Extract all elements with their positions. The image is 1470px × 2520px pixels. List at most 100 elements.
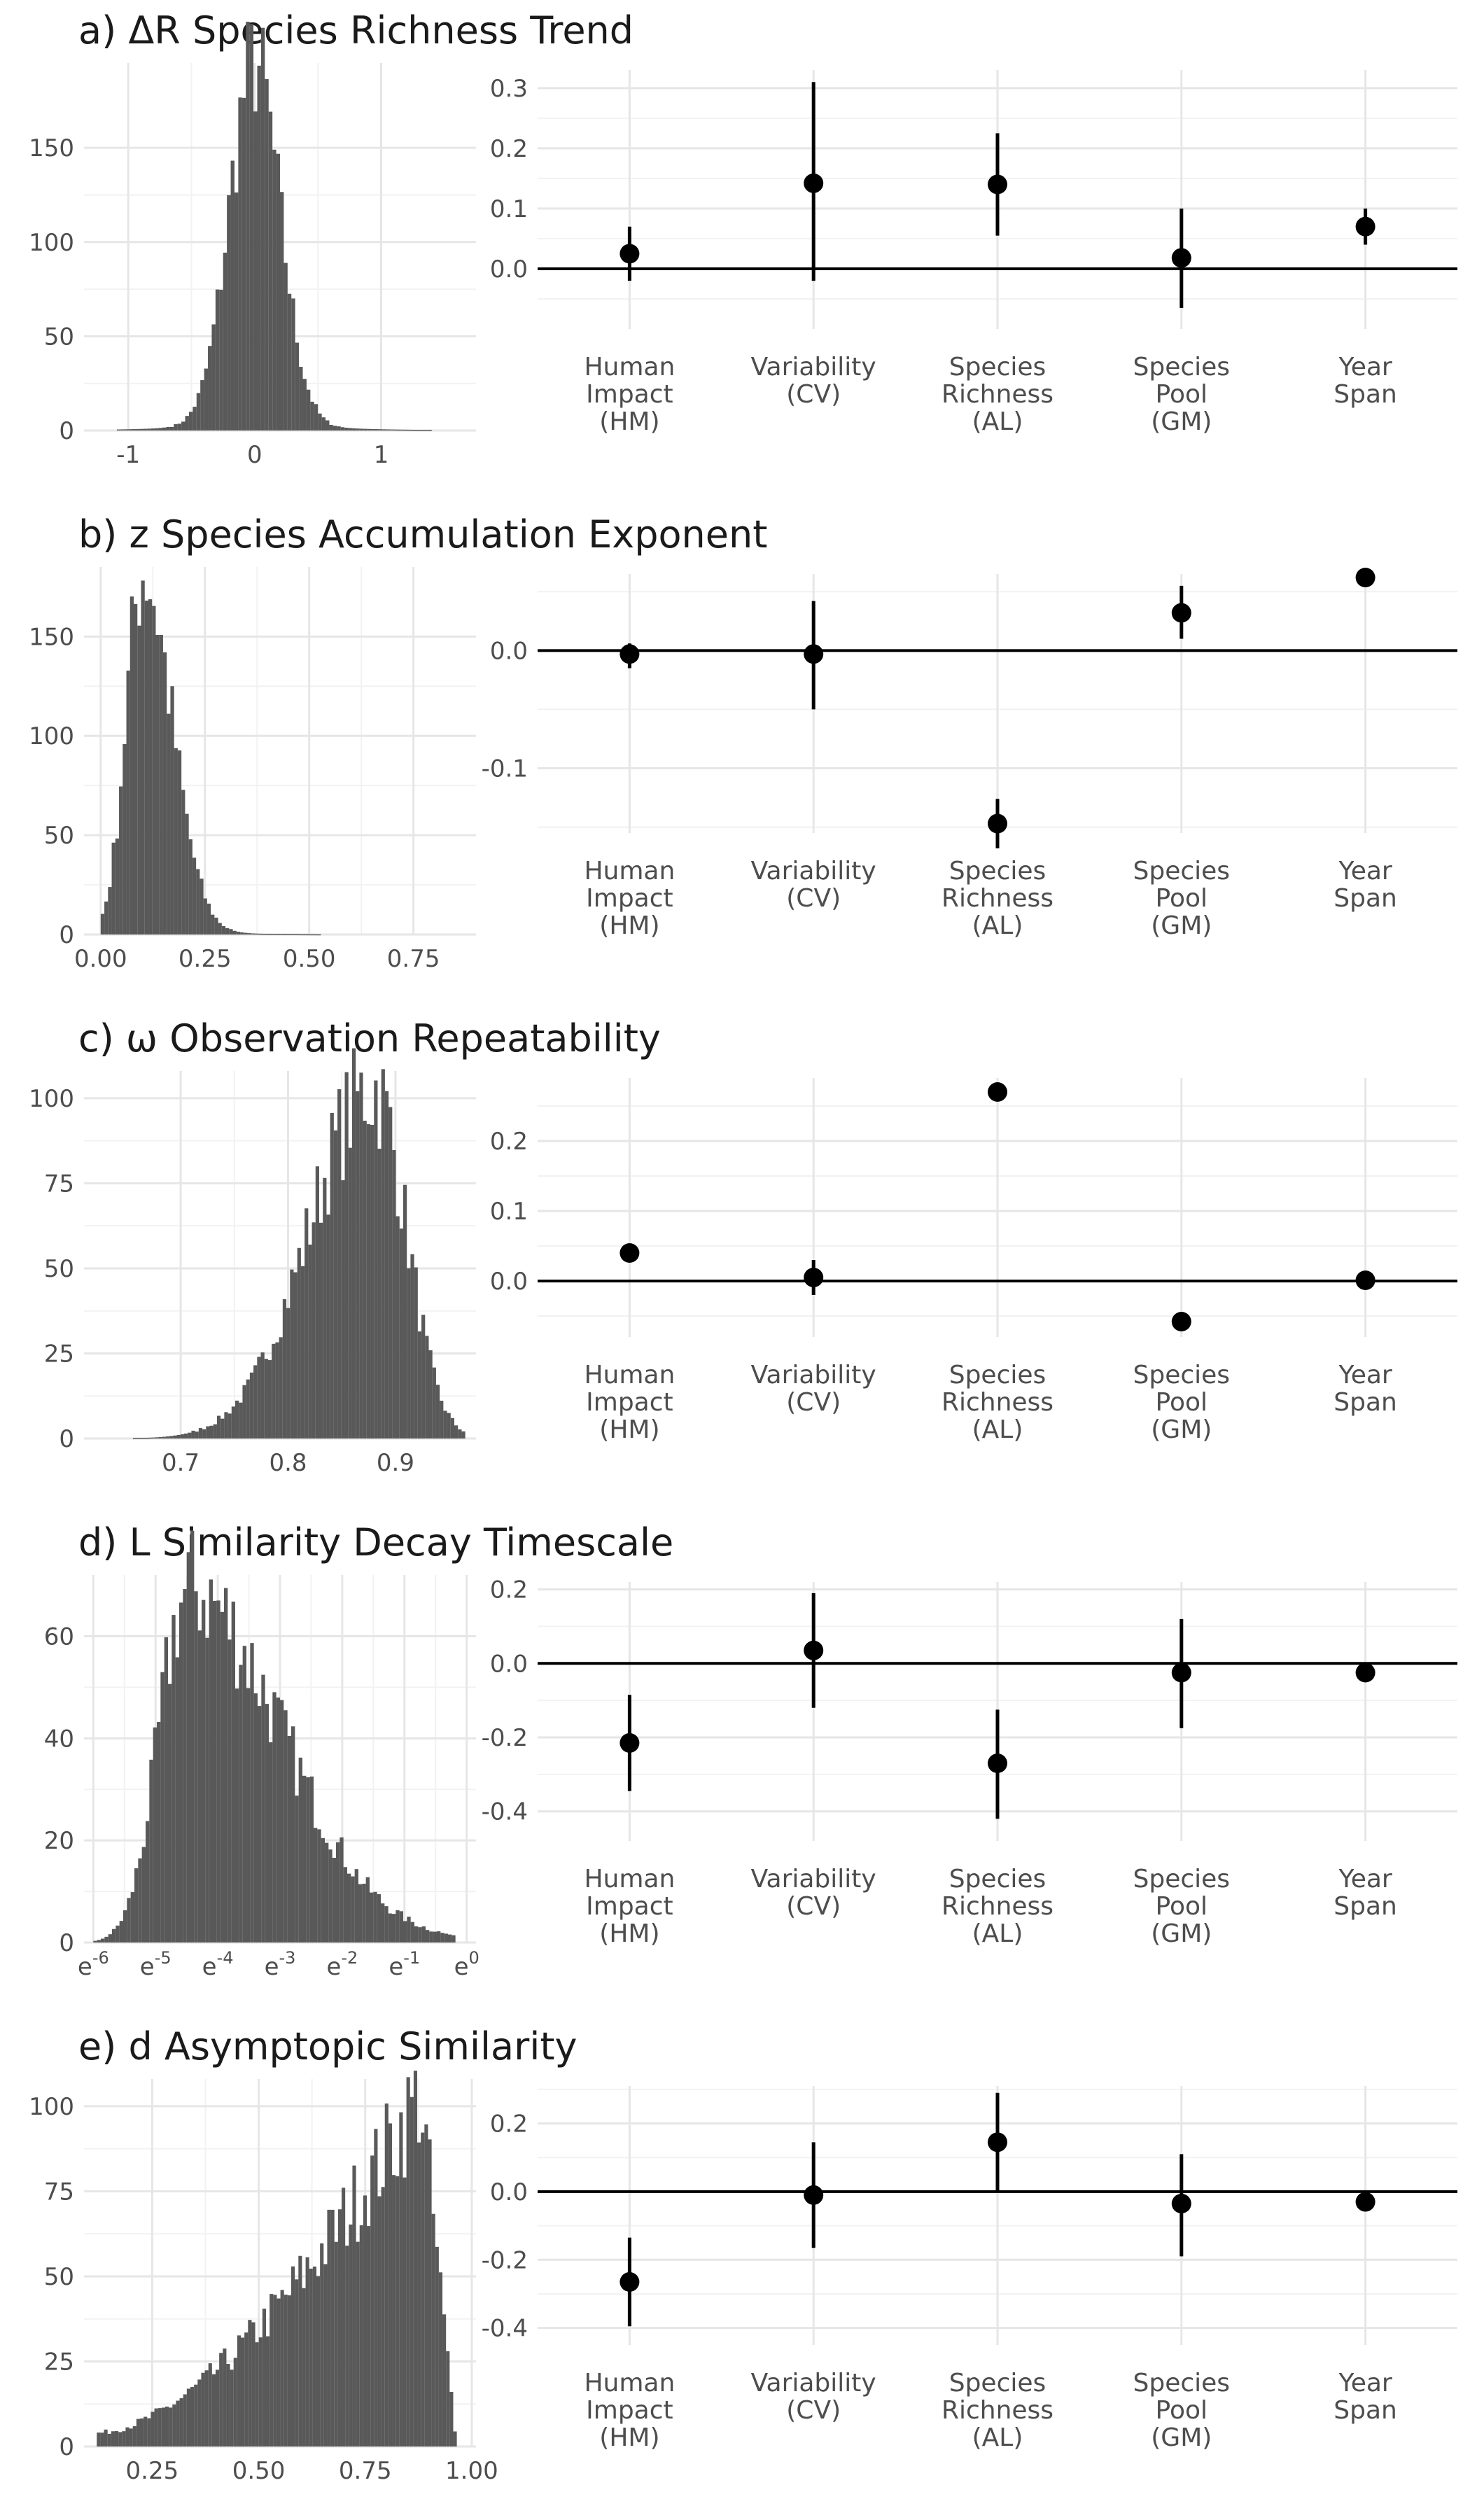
hist-bar bbox=[410, 2096, 414, 2446]
estimate-point bbox=[804, 1268, 824, 1287]
category-label: Variability (CV) bbox=[751, 353, 876, 409]
category-label-line: (HM) bbox=[599, 2423, 659, 2452]
hist-bar bbox=[249, 1372, 254, 1438]
hist-bar bbox=[146, 1821, 150, 1942]
hist-bar bbox=[214, 917, 218, 934]
hist-bar bbox=[224, 1412, 228, 1438]
hist-bar bbox=[185, 813, 189, 934]
hist-bar bbox=[220, 1611, 224, 1942]
category-label-line: (AL) bbox=[972, 407, 1023, 436]
hist-x-tick-exponent: -5 bbox=[155, 1948, 172, 1968]
estimate-point bbox=[1171, 248, 1191, 268]
hist-x-tick-label: 0.25 bbox=[126, 2457, 179, 2485]
hist-bar bbox=[229, 929, 233, 934]
category-label-line: Year bbox=[1338, 2369, 1392, 2398]
category-label-line: (GM) bbox=[1151, 2423, 1212, 2452]
hist-bar bbox=[424, 430, 428, 431]
hist-x-tick-label: 0.50 bbox=[283, 945, 336, 973]
hist-x-tick-base: e bbox=[326, 1953, 341, 1981]
hist-bar bbox=[370, 2155, 374, 2446]
hist-bar bbox=[215, 2370, 220, 2446]
effects-plot: -0.1 0.0 Human Impact (HM) Variability (CV) Spe… bbox=[482, 568, 1457, 940]
effects-y-tick-label: 0.1 bbox=[490, 1198, 528, 1226]
hist-bar bbox=[421, 1315, 426, 1438]
hist-bar bbox=[108, 887, 112, 934]
hist-bar bbox=[326, 420, 330, 430]
category-label-line: (GM) bbox=[1151, 407, 1212, 436]
estimate-point bbox=[804, 173, 824, 193]
hist-bar bbox=[310, 401, 314, 430]
hist-bar bbox=[374, 1080, 378, 1438]
estimate-point bbox=[988, 813, 1007, 834]
hist-bar bbox=[332, 1858, 336, 1942]
effects-plot: -0.4 -0.2 0.0 0.2 Human Impact (HM) Variability… bbox=[482, 2086, 1457, 2452]
hist-bar bbox=[235, 1400, 239, 1438]
hist-bar bbox=[225, 927, 230, 934]
hist-bar bbox=[132, 429, 136, 430]
hist-bar bbox=[295, 934, 299, 936]
category-label-line: Span bbox=[1334, 2396, 1397, 2425]
hist-bar bbox=[351, 1048, 356, 1438]
hist-bar bbox=[341, 1180, 345, 1438]
hist-y-tick-label: 0 bbox=[59, 1929, 74, 1957]
hist-bar bbox=[424, 2124, 428, 2446]
hist-bar bbox=[312, 2266, 317, 2446]
hist-bar bbox=[134, 1868, 139, 1942]
hist-bar bbox=[244, 2332, 248, 2446]
hist-bar bbox=[220, 1418, 225, 1438]
hist-bar bbox=[381, 1903, 385, 1942]
hist-bar bbox=[151, 1437, 155, 1439]
category-label-line: (AL) bbox=[972, 911, 1023, 940]
hist-bar bbox=[444, 1933, 448, 1942]
hist-bar bbox=[287, 1735, 291, 1942]
hist-bar bbox=[348, 428, 352, 430]
hist-bar bbox=[446, 2351, 450, 2446]
hist-x-tick-base: e bbox=[78, 1953, 92, 1981]
category-label-line: Richness bbox=[941, 1388, 1054, 1417]
hist-x-tick-label: 0.8 bbox=[269, 1449, 307, 1477]
hist-bar bbox=[230, 160, 234, 430]
hist-bar bbox=[181, 790, 186, 934]
hist-bar bbox=[223, 252, 227, 430]
estimate-point bbox=[1355, 216, 1376, 237]
hist-bar bbox=[326, 1214, 330, 1438]
hist-bar bbox=[134, 603, 138, 934]
hist-bar bbox=[239, 1402, 243, 1438]
hist-bar bbox=[179, 2398, 183, 2446]
hist-bar bbox=[160, 1672, 164, 1942]
hist-bar bbox=[291, 2266, 295, 2446]
hist-bar bbox=[384, 2104, 388, 2446]
hist-bar bbox=[270, 2294, 274, 2446]
hist-bar bbox=[421, 2132, 425, 2446]
effects-y-tick-label: -0.2 bbox=[482, 2246, 528, 2274]
estimate-point bbox=[1355, 1662, 1376, 1683]
hist-bar bbox=[396, 2176, 400, 2446]
hist-bar bbox=[165, 1436, 170, 1438]
hist-bar bbox=[450, 1418, 455, 1438]
hist-bar bbox=[358, 1884, 363, 1942]
hist-bar bbox=[190, 2386, 195, 2446]
hist-x-tick-label: 0.9 bbox=[377, 1449, 414, 1477]
hist-bar bbox=[273, 934, 277, 935]
hist-bar bbox=[177, 424, 182, 430]
category-label-line: (HM) bbox=[599, 407, 659, 436]
category-label-line: (HM) bbox=[599, 1415, 659, 1444]
hist-bar bbox=[440, 1401, 444, 1438]
category-label-line: Pool bbox=[1156, 380, 1208, 409]
hist-x-tick-label: 0.00 bbox=[74, 945, 127, 973]
category-label: Human Impact (HM) bbox=[584, 1865, 675, 1948]
hist-bar bbox=[159, 634, 163, 934]
hist-bar bbox=[202, 1600, 206, 1942]
category-label-line: Human bbox=[584, 1361, 675, 1390]
hist-bar bbox=[147, 428, 151, 430]
hist-bar bbox=[302, 934, 307, 936]
hist-bar bbox=[265, 934, 270, 935]
estimate-point bbox=[1171, 1312, 1191, 1331]
hist-bar bbox=[431, 2213, 435, 2446]
hist-bar bbox=[435, 1385, 440, 1438]
category-label: Species Richness (AL) bbox=[941, 1865, 1054, 1948]
category-label-line: Pool bbox=[1156, 1892, 1208, 1921]
hist-x-tick-label: 0.75 bbox=[387, 945, 440, 973]
hist-bar bbox=[230, 2370, 234, 2446]
effects-y-tick-label: -0.4 bbox=[482, 2315, 528, 2343]
